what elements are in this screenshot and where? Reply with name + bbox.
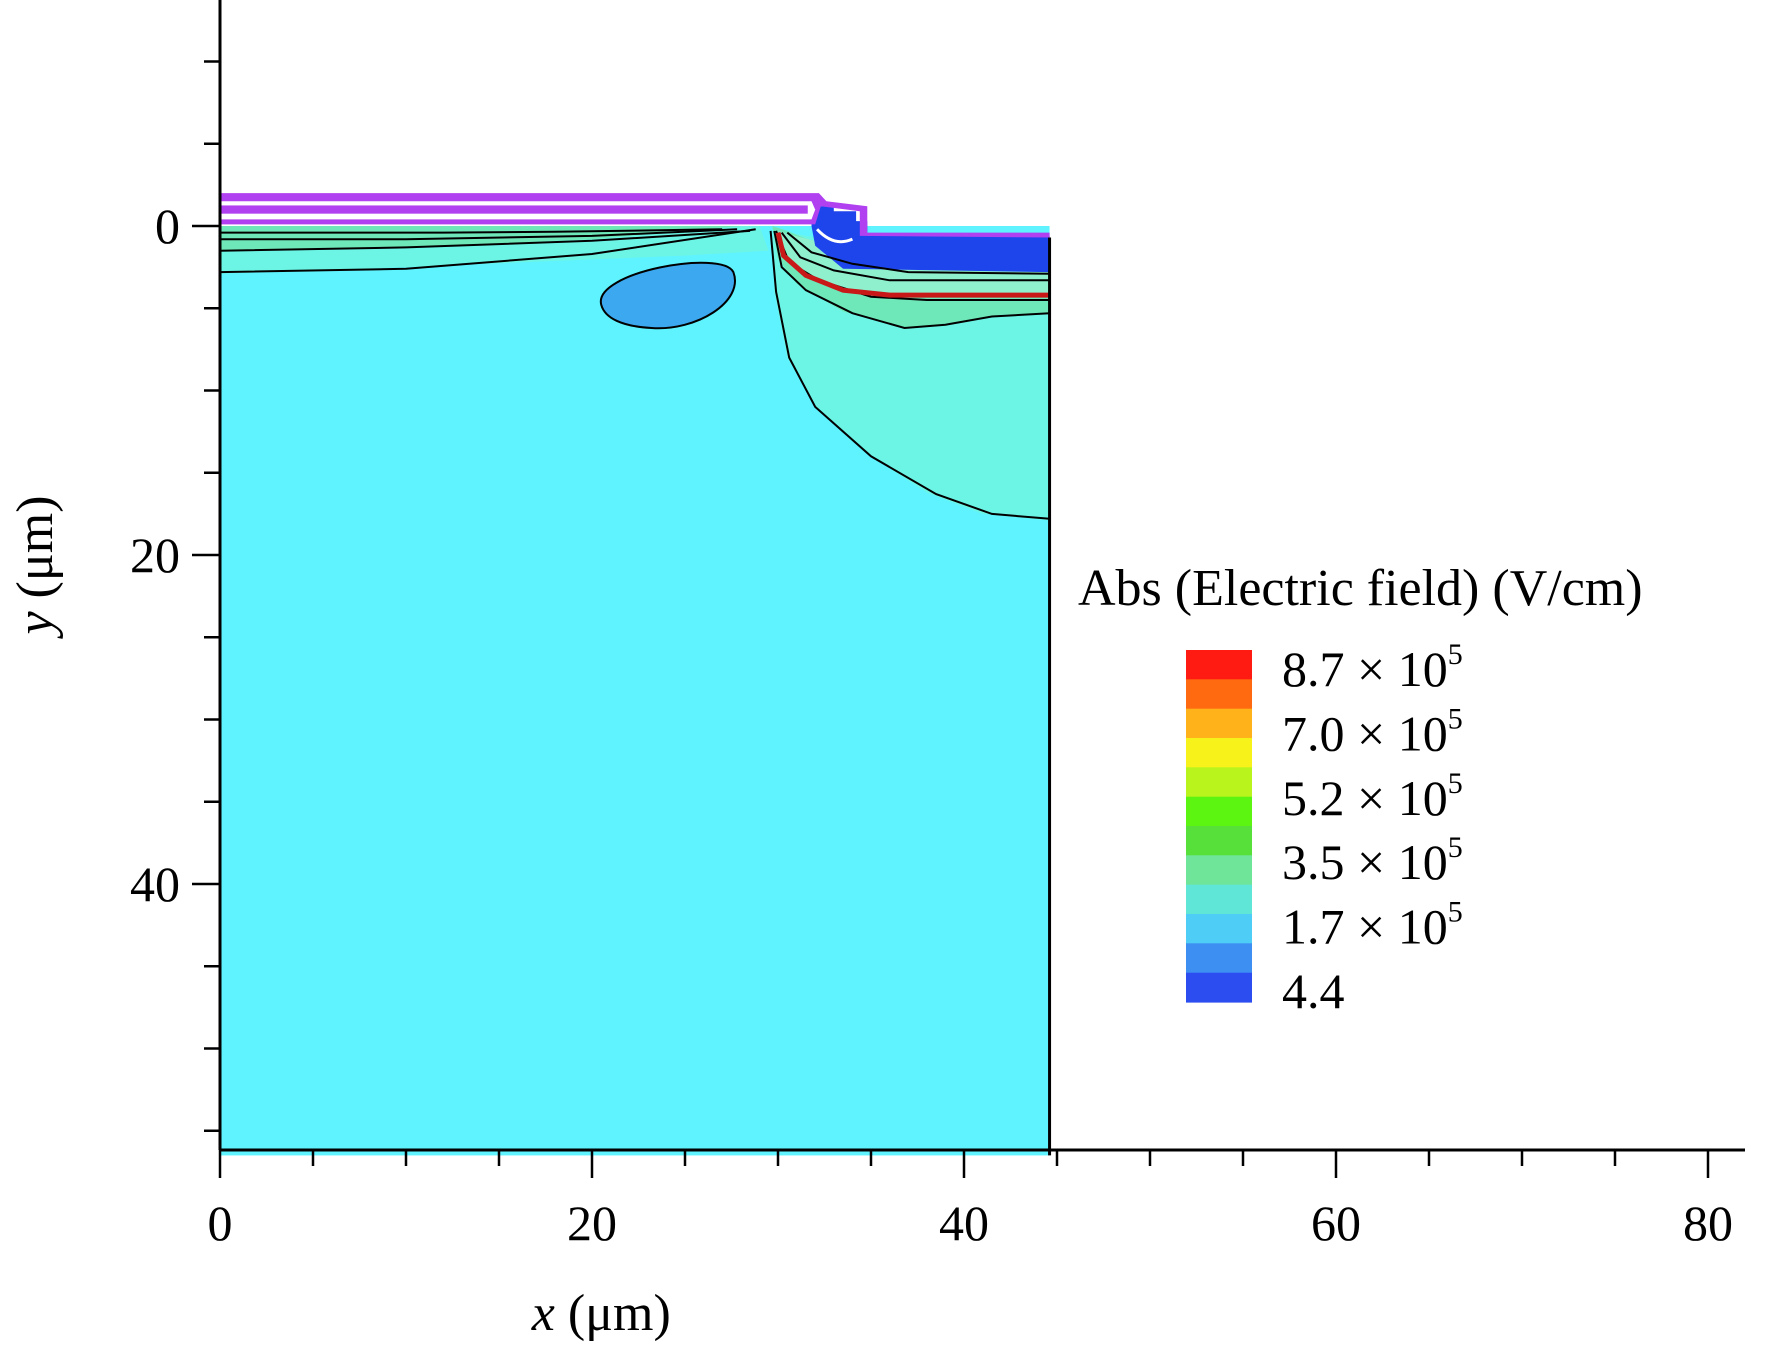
colorbar-segment [1186,855,1252,886]
peak-field-line [775,232,1050,298]
colorbar-segment [1186,972,1252,1003]
x-tick-label: 20 [567,1195,617,1251]
oxide-inner-stripe [220,205,808,214]
y-tick-label: 20 [130,527,180,583]
plate-edge-highlight [815,228,854,244]
colorbar-label: 3.5 × 105 [1282,831,1463,890]
colorbar-label: 5.2 × 105 [1282,767,1463,826]
x-tick-label: 60 [1311,1195,1361,1251]
x-tick-label: 40 [939,1195,989,1251]
plot-area [219,193,1052,1156]
colorbar-label: 1.7 × 105 [1282,896,1463,955]
axes: 0 20 40 60 80 0 20 40 x (μm) y (μm) [7,0,1745,1342]
colorbar-segment [1186,914,1252,944]
dielectric-step [817,206,857,230]
contour-left-3 [219,229,751,252]
dielectric-block [811,214,1050,273]
y-tick-label: 40 [130,856,180,912]
colorbar-segment [1186,884,1252,915]
contour-left-1 [220,228,723,234]
colorbar-legend: Abs (Electric field) (V/cm) 8.7 × 1057.0 … [1078,560,1643,1019]
x-tick-label: 0 [208,1195,233,1251]
colorbar-segment [1186,708,1252,739]
contour-left-2 [220,228,738,241]
colorbar-segment [1186,679,1252,710]
contour-right-outer [769,230,1050,520]
x-axis-title: x (μm) [531,1285,671,1342]
contour-right-5 [786,231,1050,275]
colorbar-segment [1186,650,1252,680]
colorbar-label: 7.0 × 105 [1282,702,1463,761]
colorbar-segment [1186,796,1252,827]
colorbar-segment [1186,943,1252,974]
colorbar-segment [1186,826,1252,856]
low-field-pocket [600,261,736,330]
colorbar-label: 4.4 [1282,963,1345,1019]
y-axis-title: y (μm) [7,495,64,639]
contour-right-4 [780,231,1050,282]
contour-left-4 [219,228,756,274]
colorbar-label: 8.7 × 105 [1282,638,1463,697]
colorbar-segment [1186,767,1252,798]
y-tick-label: 0 [155,198,180,254]
contour-right-2 [773,230,1050,330]
x-tick-label: 80 [1683,1195,1733,1251]
colorbar-segment [1186,738,1252,768]
colorbar-title: Abs (Electric field) (V/cm) [1078,560,1643,617]
